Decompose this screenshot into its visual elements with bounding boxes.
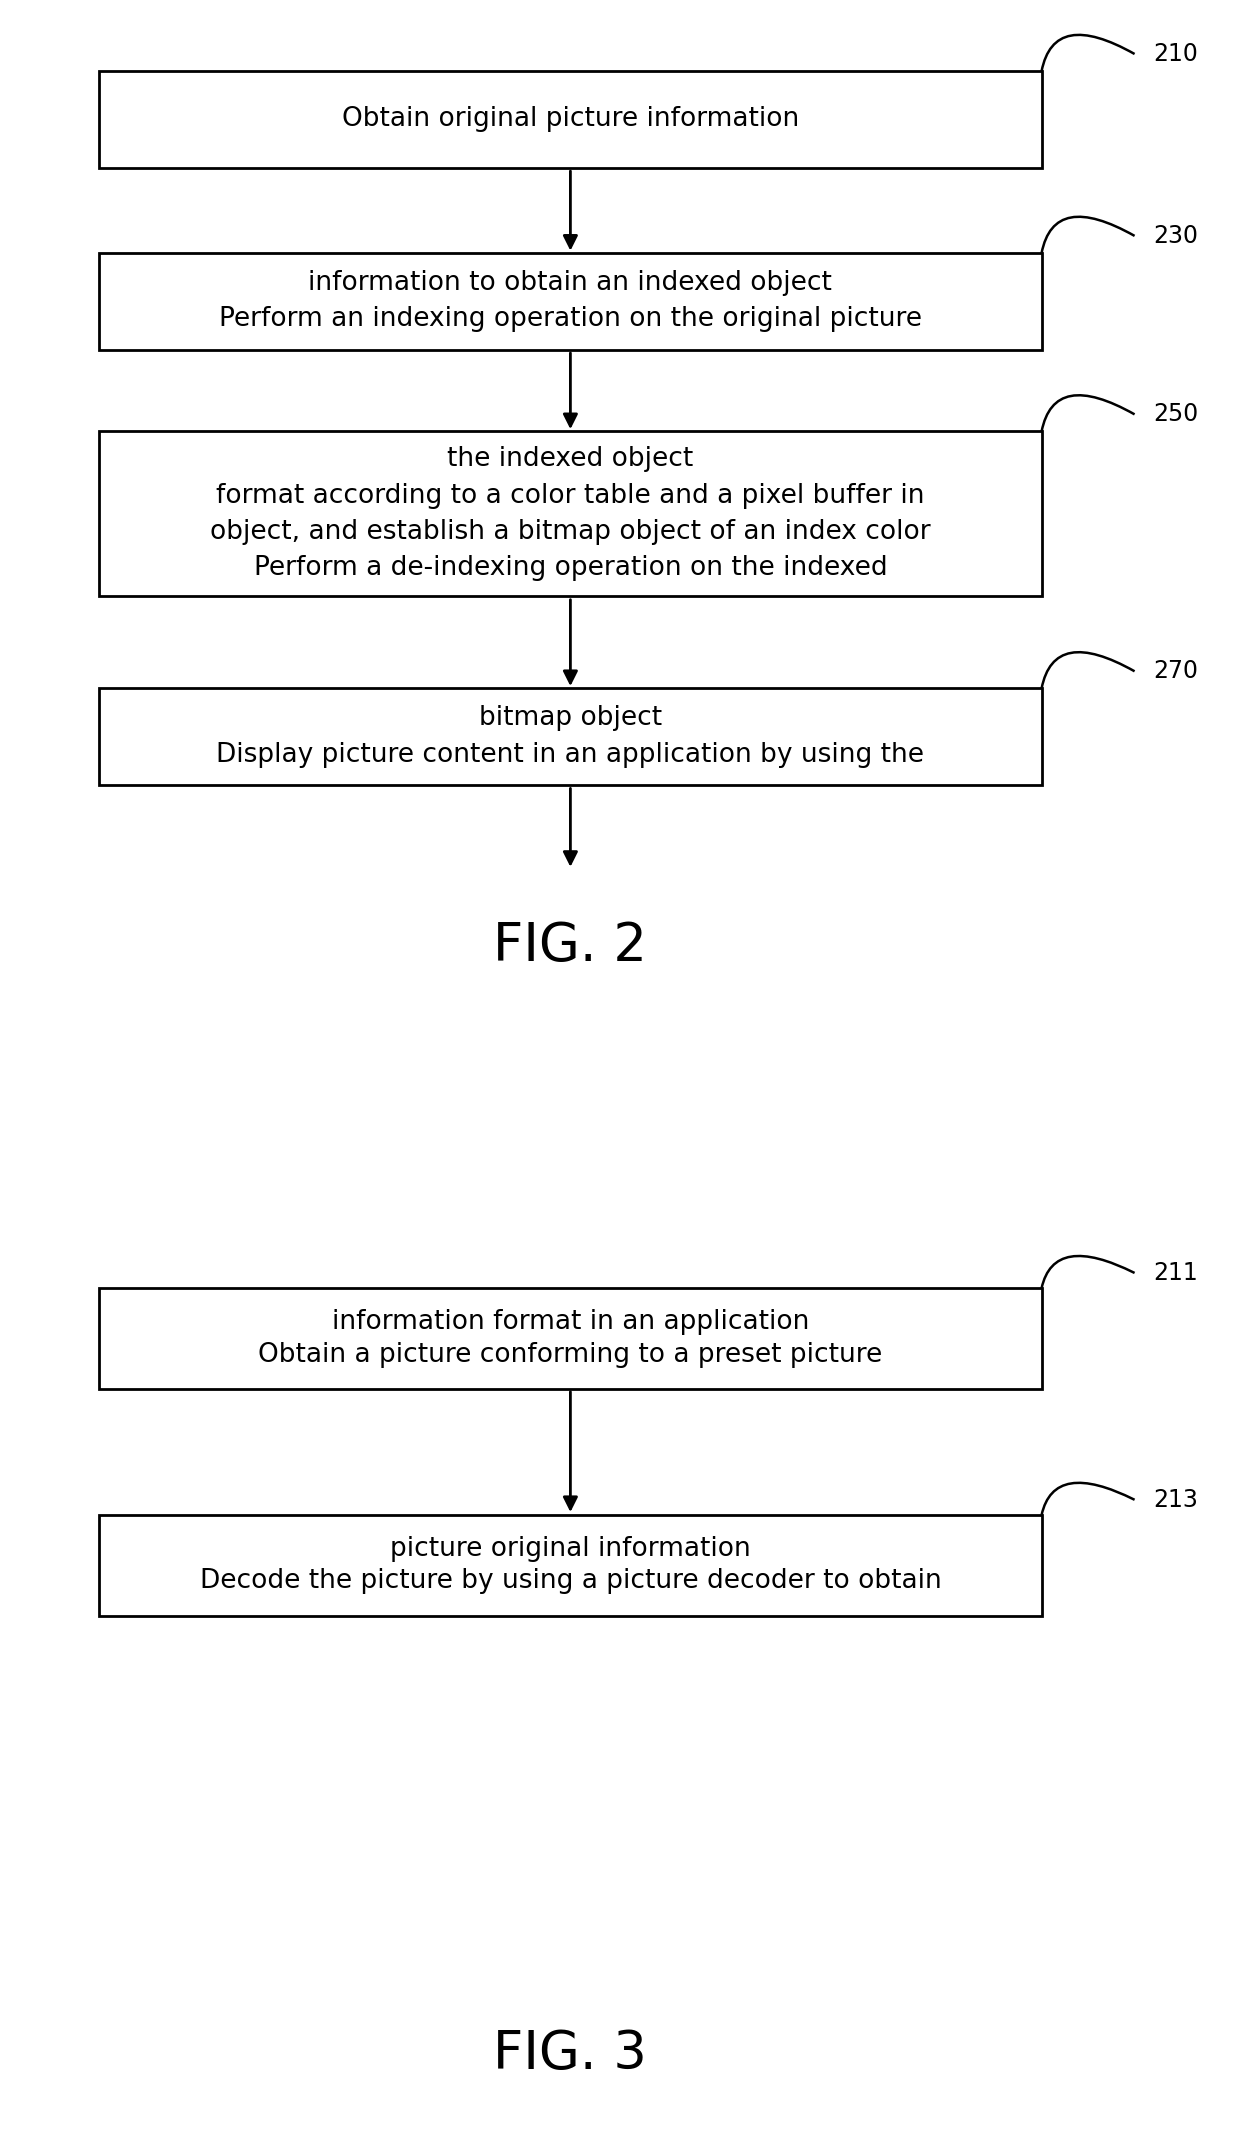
Text: 213: 213	[1153, 1489, 1198, 1512]
Text: 230: 230	[1153, 223, 1198, 249]
Text: Obtain original picture information: Obtain original picture information	[342, 107, 799, 133]
Text: information to obtain an indexed object: information to obtain an indexed object	[309, 270, 832, 296]
FancyBboxPatch shape	[99, 1514, 1042, 1615]
Text: Perform an indexing operation on the original picture: Perform an indexing operation on the ori…	[219, 307, 921, 332]
Text: 270: 270	[1153, 659, 1198, 684]
Text: object, and establish a bitmap object of an index color: object, and establish a bitmap object of…	[210, 519, 931, 545]
FancyBboxPatch shape	[99, 689, 1042, 785]
FancyBboxPatch shape	[99, 71, 1042, 167]
Text: information format in an application: information format in an application	[332, 1308, 808, 1336]
Text: bitmap object: bitmap object	[479, 706, 662, 731]
Text: 211: 211	[1153, 1261, 1198, 1285]
Text: FIG. 3: FIG. 3	[494, 2029, 647, 2081]
Text: Perform a de-indexing operation on the indexed: Perform a de-indexing operation on the i…	[254, 556, 887, 581]
Text: 210: 210	[1153, 43, 1198, 66]
FancyBboxPatch shape	[99, 253, 1042, 350]
FancyBboxPatch shape	[99, 1287, 1042, 1390]
Text: Display picture content in an application by using the: Display picture content in an applicatio…	[217, 742, 924, 768]
Text: picture original information: picture original information	[391, 1536, 750, 1562]
Text: Decode the picture by using a picture decoder to obtain: Decode the picture by using a picture de…	[200, 1568, 941, 1594]
Text: 250: 250	[1153, 403, 1198, 427]
Text: FIG. 2: FIG. 2	[494, 920, 647, 972]
Text: format according to a color table and a pixel buffer in: format according to a color table and a …	[216, 483, 925, 508]
FancyBboxPatch shape	[99, 431, 1042, 596]
Text: the indexed object: the indexed object	[448, 446, 693, 472]
Text: Obtain a picture conforming to a preset picture: Obtain a picture conforming to a preset …	[258, 1341, 883, 1369]
